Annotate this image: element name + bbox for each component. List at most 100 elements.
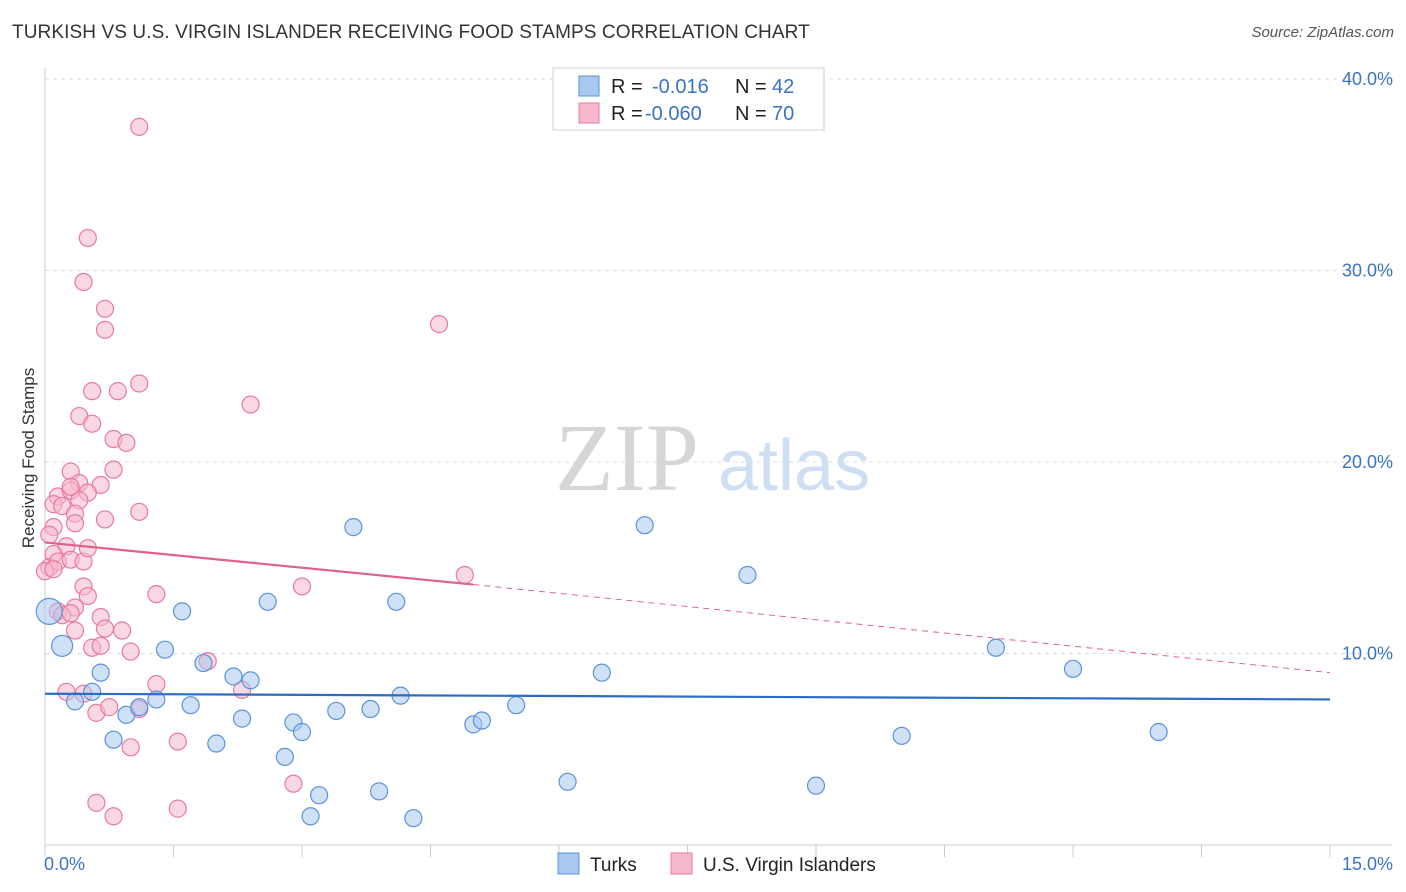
point-turks	[241, 671, 260, 690]
bottom-legend-swatch-turks	[557, 852, 580, 875]
point-turks	[51, 634, 74, 657]
point-virgin-islanders	[108, 382, 127, 401]
x-tick-label-max: 15.0%	[1342, 854, 1393, 874]
point-virgin-islanders	[241, 395, 260, 414]
y-tick-label: 30.0%	[1342, 261, 1393, 281]
point-turks	[130, 698, 149, 717]
point-virgin-islanders	[65, 514, 85, 533]
point-virgin-islanders	[95, 320, 115, 339]
point-virgin-islanders	[40, 525, 59, 544]
y-axis-label: Receiving Food Stamps	[19, 368, 38, 548]
point-turks	[404, 809, 423, 828]
point-turks	[1149, 722, 1168, 742]
point-turks	[232, 709, 252, 728]
point-turks	[507, 696, 526, 715]
source-label: Source: ZipAtlas.com	[1251, 24, 1394, 41]
point-turks	[35, 597, 63, 625]
point-turks	[310, 786, 329, 805]
point-virgin-islanders	[95, 299, 115, 318]
point-virgin-islanders	[130, 374, 149, 393]
point-virgin-islanders	[121, 642, 140, 661]
point-turks	[806, 776, 826, 795]
point-virgin-islanders	[78, 586, 97, 606]
point-turks	[181, 696, 200, 715]
point-virgin-islanders	[91, 636, 110, 655]
trend-line-virgin-islanders-extrapolated	[473, 584, 1331, 674]
point-virgin-islanders	[112, 621, 132, 640]
point-turks	[224, 667, 243, 686]
point-turks	[592, 663, 611, 682]
point-virgin-islanders	[168, 799, 187, 818]
point-turks	[370, 782, 389, 801]
trend-lines	[44, 541, 1331, 701]
point-turks	[275, 747, 294, 767]
y-tick-label: 40.0%	[1342, 69, 1393, 89]
legend: R = -0.016 N = 42 R = -0.060 N = 70	[552, 67, 825, 131]
bottom-legend-label-virgin-islanders: U.S. Virgin Islanders	[703, 855, 876, 876]
point-turks	[155, 640, 175, 659]
point-virgin-islanders	[78, 228, 97, 248]
point-virgin-islanders	[147, 585, 166, 604]
point-turks	[344, 518, 363, 537]
legend-r-label-virgin-islanders: R =	[611, 103, 643, 125]
point-virgin-islanders	[74, 272, 93, 292]
point-turks	[738, 565, 757, 585]
point-virgin-islanders	[117, 433, 136, 452]
legend-r-value-virgin-islanders: -0.060	[645, 103, 702, 125]
point-turks	[635, 516, 654, 535]
point-virgin-islanders	[95, 510, 115, 529]
point-turks	[91, 663, 110, 682]
point-virgin-islanders	[104, 807, 123, 826]
trend-line-turks	[44, 692, 1331, 701]
point-turks	[327, 701, 346, 721]
gridlines	[45, 78, 1392, 654]
point-virgin-islanders	[61, 604, 80, 623]
point-virgin-islanders	[100, 698, 119, 717]
point-turks	[986, 638, 1006, 657]
x-tick-label-min: 0.0%	[44, 854, 85, 874]
watermark-zip: ZIP	[555, 404, 699, 511]
point-virgin-islanders	[87, 793, 106, 812]
point-virgin-islanders	[61, 477, 80, 496]
bottom-legend: Turks U.S. Virgin Islanders	[557, 852, 876, 876]
point-turks	[65, 692, 85, 711]
point-virgin-islanders	[147, 675, 166, 694]
point-turks	[361, 699, 380, 719]
axes	[44, 68, 1392, 857]
point-virgin-islanders	[130, 502, 149, 521]
point-virgin-islanders	[292, 577, 312, 596]
y-tick-label: 10.0%	[1342, 644, 1393, 664]
point-turks	[83, 682, 102, 701]
point-virgin-islanders	[44, 560, 63, 579]
data-points	[35, 117, 1168, 828]
point-turks	[558, 772, 577, 791]
point-virgin-islanders	[104, 460, 123, 479]
point-turks	[207, 734, 226, 753]
point-turks	[301, 807, 320, 826]
point-virgin-islanders	[121, 738, 140, 757]
point-virgin-islanders	[455, 565, 474, 585]
point-virgin-islanders	[95, 619, 115, 638]
point-turks	[194, 653, 213, 673]
point-turks	[292, 722, 312, 742]
point-turks	[1063, 659, 1083, 678]
watermark: ZIP atlas	[555, 404, 870, 511]
legend-swatch-virgin-islanders	[578, 102, 600, 124]
watermark-atlas: atlas	[718, 426, 870, 506]
point-virgin-islanders	[83, 382, 102, 401]
legend-r-value-turks: -0.016	[652, 76, 709, 98]
point-turks	[172, 602, 192, 621]
legend-n-label-virgin-islanders: N =	[735, 103, 767, 125]
point-turks	[387, 592, 406, 611]
point-turks	[104, 730, 123, 749]
point-turks	[892, 726, 911, 745]
legend-r-label-turks: R =	[611, 76, 643, 98]
trend-line-virgin-islanders	[44, 541, 474, 586]
point-virgin-islanders	[83, 414, 102, 433]
point-virgin-islanders	[429, 315, 449, 334]
point-virgin-islanders	[168, 732, 187, 751]
bottom-legend-label-turks: Turks	[590, 855, 637, 876]
point-virgin-islanders	[130, 117, 149, 136]
point-turks	[472, 711, 491, 730]
